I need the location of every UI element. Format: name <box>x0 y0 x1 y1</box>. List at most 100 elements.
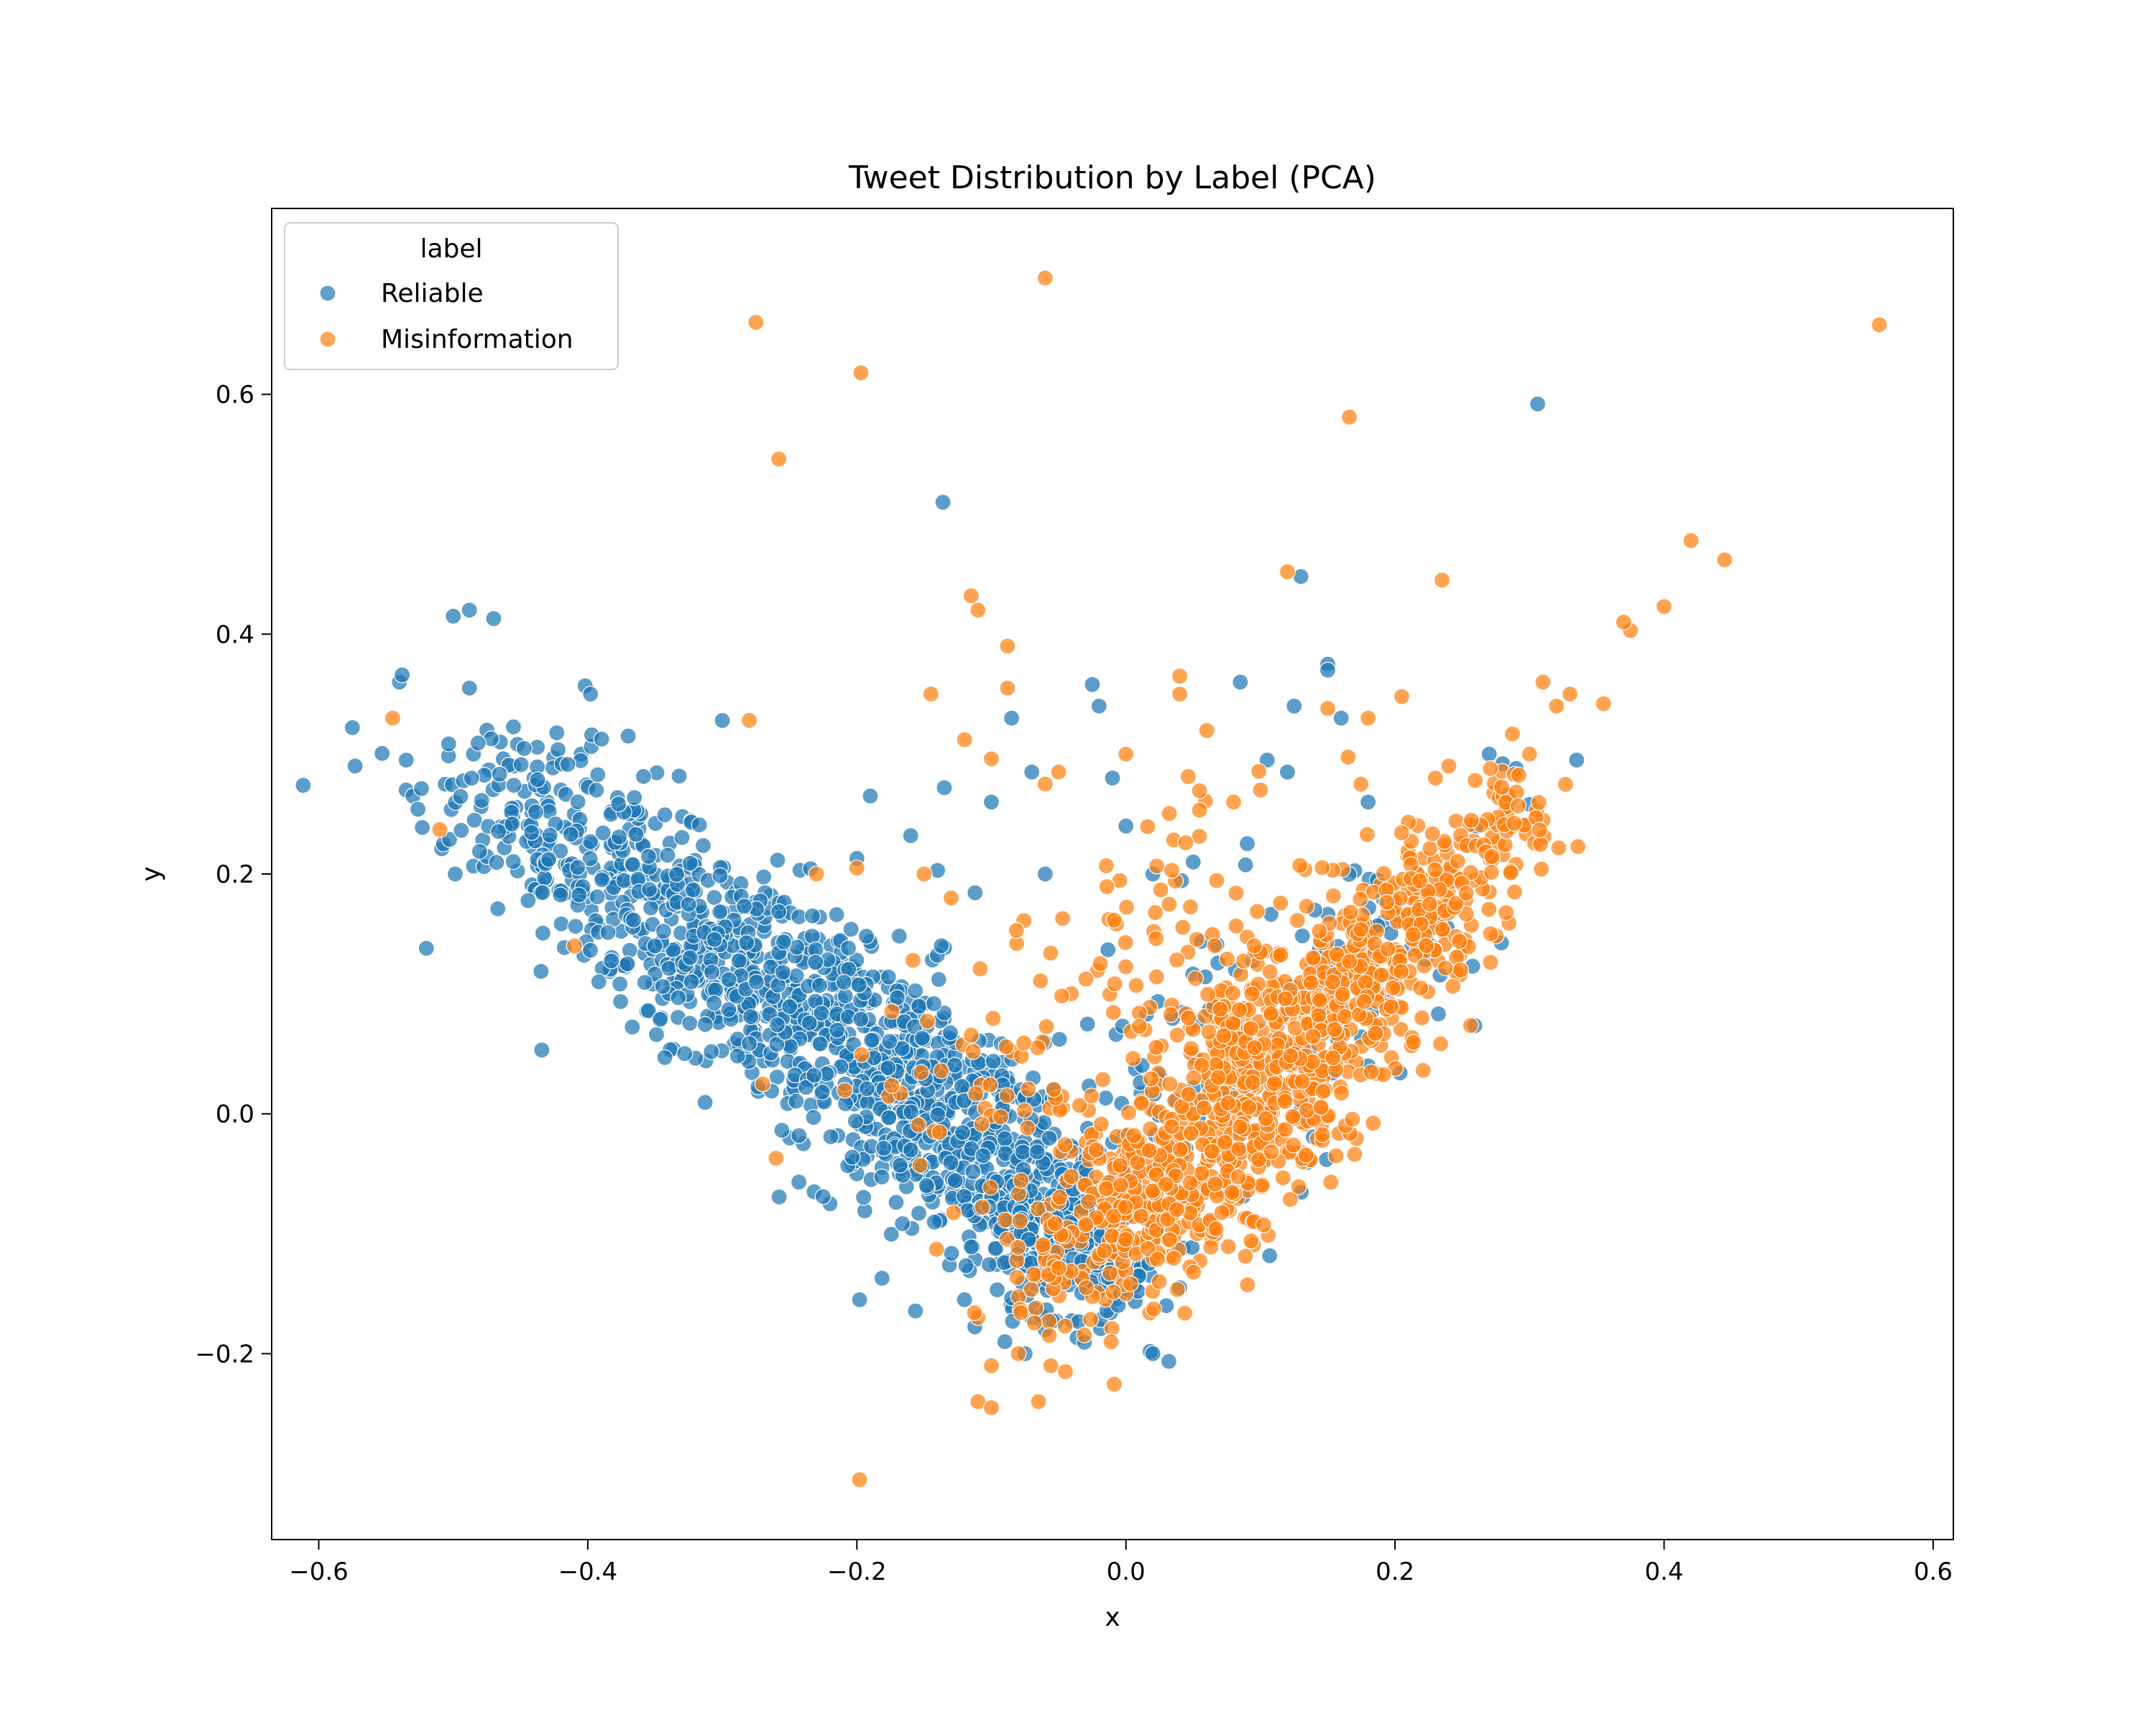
point-misinformation <box>1506 814 1523 832</box>
point-misinformation <box>1082 1311 1100 1328</box>
point-reliable <box>768 1036 786 1053</box>
plot-frame <box>271 208 1954 1540</box>
point-misinformation <box>1289 911 1306 929</box>
point-reliable <box>640 847 658 865</box>
y-axis-label: y <box>137 866 166 881</box>
point-misinformation <box>1243 985 1261 1003</box>
point-misinformation <box>1227 917 1245 935</box>
point-reliable <box>996 1130 1014 1147</box>
point-misinformation <box>852 364 870 382</box>
point-misinformation <box>1054 910 1072 927</box>
point-reliable <box>1144 1345 1161 1363</box>
point-misinformation <box>1010 1238 1027 1256</box>
point-misinformation <box>1151 1273 1168 1290</box>
point-misinformation <box>1161 896 1178 913</box>
point-reliable <box>393 666 411 684</box>
point-reliable <box>851 1291 868 1308</box>
point-misinformation <box>1352 891 1369 908</box>
point-reliable <box>814 1083 831 1100</box>
point-misinformation <box>1169 1026 1186 1044</box>
legend[interactable]: label Reliable Misinformation <box>284 222 619 370</box>
point-reliable <box>1332 709 1350 727</box>
point-misinformation <box>1257 1110 1274 1128</box>
point-misinformation <box>1281 1191 1299 1208</box>
point-misinformation <box>1324 973 1342 990</box>
point-misinformation <box>1253 1177 1271 1194</box>
point-misinformation <box>922 686 939 703</box>
point-misinformation <box>1041 1327 1058 1344</box>
point-reliable <box>694 837 712 855</box>
point-misinformation <box>928 1241 945 1258</box>
point-reliable <box>774 964 791 981</box>
point-misinformation <box>1557 776 1574 794</box>
point-misinformation <box>1008 1269 1026 1287</box>
point-misinformation <box>1243 1232 1260 1250</box>
point-reliable <box>533 962 550 980</box>
point-reliable <box>770 903 788 921</box>
point-reliable <box>1238 835 1256 852</box>
point-misinformation <box>1336 1008 1353 1025</box>
point-misinformation <box>1148 1251 1166 1268</box>
point-reliable <box>769 852 786 869</box>
point-misinformation <box>1451 932 1468 950</box>
point-misinformation <box>1168 1201 1186 1218</box>
point-misinformation <box>966 1304 983 1322</box>
point-reliable <box>552 842 569 860</box>
point-misinformation <box>1195 1099 1213 1117</box>
point-reliable <box>918 1177 936 1195</box>
point-misinformation <box>1298 898 1315 915</box>
point-misinformation <box>1163 1118 1181 1136</box>
point-misinformation <box>1379 940 1396 958</box>
point-reliable <box>418 939 435 957</box>
point-misinformation <box>1298 1102 1316 1119</box>
point-reliable <box>857 927 875 945</box>
point-misinformation <box>1365 1115 1382 1132</box>
point-misinformation <box>1322 1174 1340 1191</box>
point-misinformation <box>1427 769 1444 787</box>
legend-marker-misinformation <box>319 331 336 348</box>
point-reliable <box>569 859 586 876</box>
point-misinformation <box>1225 794 1243 811</box>
point-misinformation <box>1482 925 1499 942</box>
point-misinformation <box>1210 1069 1227 1086</box>
point-misinformation <box>1452 962 1470 979</box>
point-reliable <box>471 842 488 860</box>
point-misinformation <box>1207 1175 1224 1193</box>
y-tick-label: −0.2 <box>195 1340 254 1368</box>
point-reliable <box>656 806 673 824</box>
point-misinformation <box>1076 1326 1093 1344</box>
point-reliable <box>797 1079 815 1096</box>
point-reliable <box>907 1302 924 1320</box>
point-reliable <box>413 819 431 836</box>
legend-title: label <box>420 234 482 264</box>
point-reliable <box>1023 763 1041 781</box>
point-misinformation <box>1332 1085 1350 1102</box>
legend-label-misinformation[interactable]: Misinformation <box>381 325 573 354</box>
point-reliable <box>806 1067 823 1084</box>
point-misinformation <box>1120 1104 1138 1121</box>
point-misinformation <box>1118 745 1135 763</box>
point-misinformation <box>998 1087 1015 1105</box>
point-reliable <box>891 1156 909 1174</box>
point-reliable <box>1360 794 1377 811</box>
point-misinformation <box>1615 613 1632 631</box>
point-misinformation <box>1595 695 1612 712</box>
point-misinformation <box>1424 825 1441 842</box>
point-misinformation <box>1220 1238 1237 1256</box>
point-misinformation <box>1290 1178 1307 1195</box>
point-reliable <box>635 768 653 785</box>
point-misinformation <box>1112 1177 1130 1194</box>
point-misinformation <box>1255 1216 1273 1233</box>
point-reliable <box>1036 865 1054 883</box>
point-misinformation <box>1414 1062 1432 1079</box>
point-misinformation <box>1191 782 1208 799</box>
legend-label-reliable[interactable]: Reliable <box>381 279 484 308</box>
point-misinformation <box>1411 872 1429 890</box>
point-misinformation <box>1341 952 1358 970</box>
point-reliable <box>611 975 629 993</box>
point-misinformation <box>1266 1075 1283 1092</box>
point-misinformation <box>1246 1039 1263 1057</box>
point-reliable <box>1104 769 1121 787</box>
x-tick-label: 0.4 <box>1644 1558 1683 1586</box>
point-misinformation <box>1509 797 1526 814</box>
